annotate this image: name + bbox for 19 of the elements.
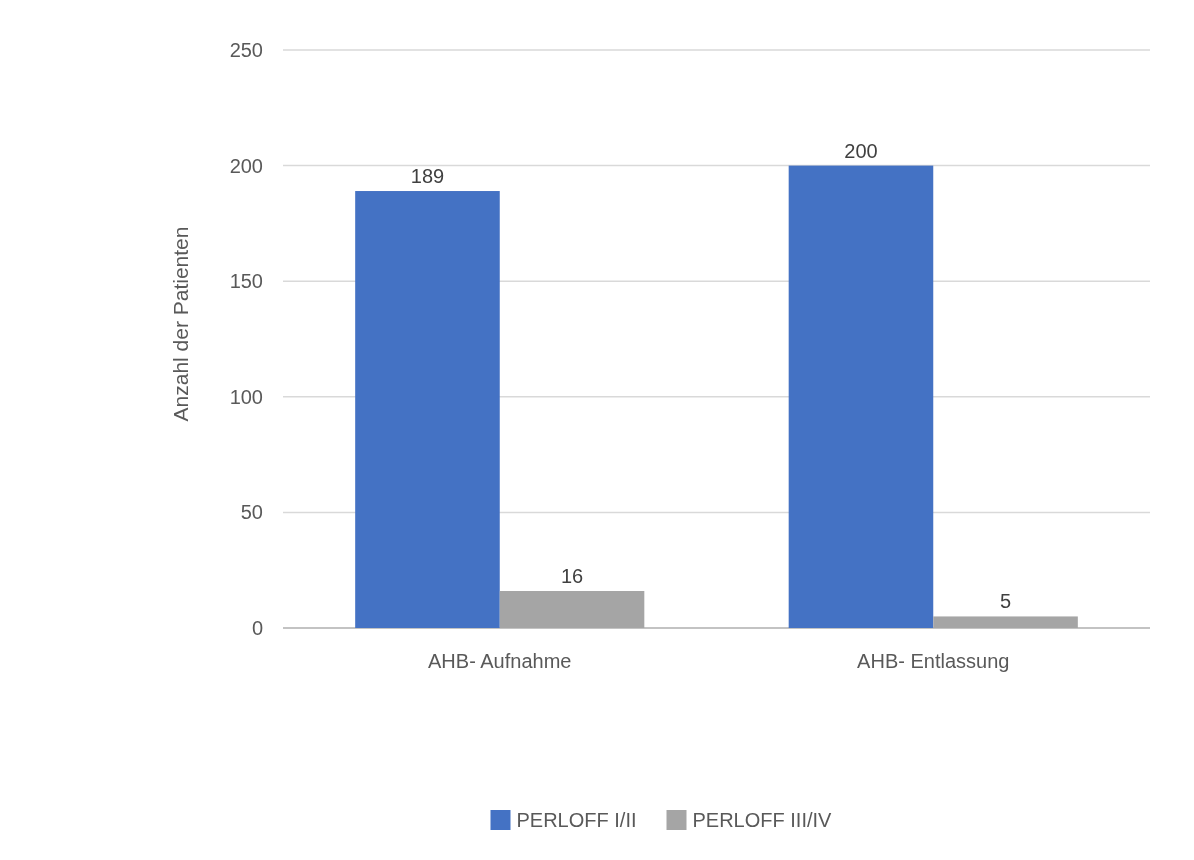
y-tick-label: 200 (229, 154, 263, 177)
y-tick-label: 100 (229, 385, 263, 408)
y-tick-label: 250 (229, 39, 263, 61)
legend-label: PERLOFF I/II (516, 809, 637, 831)
y-tick-label: 150 (229, 270, 263, 293)
bar (788, 165, 934, 628)
data-label: 5 (999, 590, 1012, 613)
bar (933, 616, 1078, 628)
y-axis-title: Anzahl der Patienten (169, 226, 192, 422)
bar (355, 191, 500, 628)
data-label: 189 (410, 165, 445, 188)
x-tick-label: AHB- Entlassung (857, 650, 1010, 672)
x-tick-label: AHB- Aufnahme (428, 650, 572, 672)
y-tick-label: 50 (240, 501, 263, 524)
bar (499, 591, 645, 628)
y-tick-label: 0 (251, 617, 263, 639)
legend-label: PERLOFF III/IV (692, 809, 833, 831)
data-label: 200 (844, 139, 878, 162)
data-label: 16 (560, 565, 584, 588)
